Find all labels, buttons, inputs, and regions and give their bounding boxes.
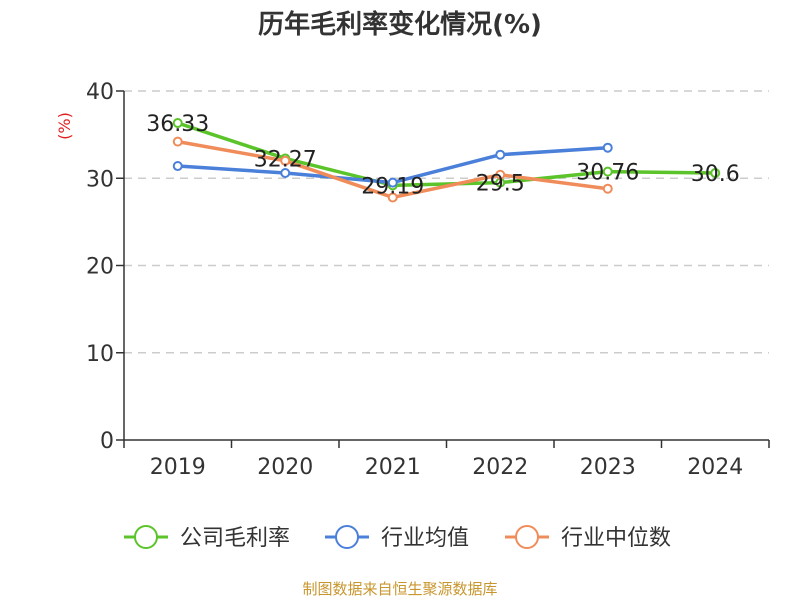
data-label-2023: 30.76 (576, 161, 639, 186)
legend-marker-2 (515, 525, 539, 549)
legend-marker-1 (335, 525, 359, 549)
data-label-2020: 32.27 (254, 147, 317, 172)
y-tick-label-20: 20 (86, 255, 114, 280)
point-2-2021 (387, 192, 398, 203)
x-tick-label-2023: 2023 (580, 455, 636, 480)
point-0-2023 (602, 166, 613, 177)
series-line-0 (176, 121, 717, 188)
data-label-2024: 30.6 (691, 162, 740, 187)
series-1 (172, 142, 613, 188)
point-2-2023 (602, 183, 613, 194)
chart-title: 历年毛利率变化情况(%) (258, 10, 542, 40)
x-tick-label-2024: 2024 (687, 455, 743, 480)
legend-item-2: 行业中位数 (505, 525, 671, 551)
y-tick-label-0: 0 (100, 429, 114, 454)
point-1-2022 (495, 149, 506, 160)
data-labels: 36.33 32.27 29.19 29.5 30.76 30.6 (146, 112, 739, 199)
y-tick-label-40: 40 (86, 80, 114, 105)
point-0-2024 (710, 168, 721, 179)
legend: 公司毛利率 行业均值 行业中位数 (124, 525, 671, 551)
data-source-note: 制图数据来自恒生聚源数据库 (302, 580, 498, 598)
legend-label-1: 行业均值 (381, 526, 469, 551)
data-label-2021: 29.19 (361, 174, 424, 199)
series-group (172, 118, 721, 203)
point-2-2020 (280, 155, 291, 166)
grid-lines (124, 90, 769, 354)
point-2-2022 (495, 169, 506, 180)
y-tick-label-10: 10 (86, 342, 114, 367)
legend-label-0: 公司毛利率 (180, 526, 290, 551)
legend-item-0: 公司毛利率 (124, 525, 290, 551)
point-1-2023 (602, 142, 613, 153)
y-tick-label-30: 30 (86, 167, 114, 192)
point-1-2019 (172, 161, 183, 172)
point-1-2021 (387, 177, 398, 188)
data-label-2019: 36.33 (146, 112, 209, 137)
point-0-2019 (172, 118, 183, 129)
x-tick-label-2020: 2020 (257, 455, 313, 480)
legend-label-2: 行业中位数 (561, 526, 671, 551)
point-2-2019 (172, 136, 183, 147)
tick-labels: 0 10 20 30 40 2019 2020 2021 2022 2023 2024 (86, 80, 743, 480)
data-label-2022: 29.5 (476, 172, 525, 197)
x-tick-label-2021: 2021 (365, 455, 421, 480)
point-1-2020 (280, 168, 291, 179)
series-2 (172, 136, 613, 203)
x-tick-label-2022: 2022 (472, 455, 528, 480)
legend-marker-0 (134, 525, 158, 549)
y-axis-unit-label: (%) (55, 112, 74, 140)
axes (116, 90, 770, 448)
legend-item-1: 行业均值 (325, 525, 469, 551)
x-tick-label-2019: 2019 (150, 455, 206, 480)
